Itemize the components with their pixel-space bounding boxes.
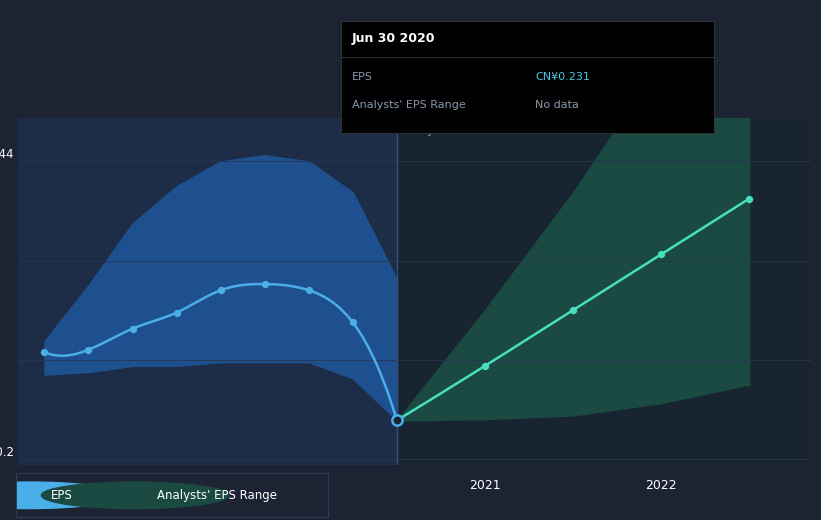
Text: Analysts' EPS Range: Analysts' EPS Range — [352, 100, 466, 110]
Point — [566, 306, 580, 314]
Point — [302, 286, 315, 294]
Point — [390, 416, 403, 424]
Point — [390, 416, 403, 424]
Text: CN¥0.231: CN¥0.231 — [535, 72, 589, 82]
Point — [743, 194, 756, 203]
Point — [38, 348, 51, 356]
Point — [654, 250, 667, 258]
Point — [82, 346, 95, 354]
Text: 2021: 2021 — [469, 479, 501, 492]
Text: EPS: EPS — [51, 489, 72, 502]
Point — [258, 280, 271, 288]
Point — [126, 324, 139, 333]
Circle shape — [41, 482, 228, 509]
Point — [479, 362, 492, 370]
Text: 2022: 2022 — [645, 479, 677, 492]
Text: EPS: EPS — [352, 72, 373, 82]
Bar — [18, 118, 397, 465]
Text: No data: No data — [535, 100, 579, 110]
Text: 2020: 2020 — [293, 479, 324, 492]
Text: Actual: Actual — [356, 123, 393, 136]
Point — [346, 318, 360, 327]
Point — [390, 416, 403, 424]
Text: Jun 30 2020: Jun 30 2020 — [352, 32, 435, 45]
Point — [170, 308, 183, 317]
Text: CN¥0.2: CN¥0.2 — [0, 446, 14, 459]
Text: Analysts Forecasts: Analysts Forecasts — [401, 123, 511, 136]
Text: Analysts' EPS Range: Analysts' EPS Range — [157, 489, 277, 502]
Point — [214, 286, 227, 294]
Bar — [397, 118, 811, 465]
Text: CN¥0.44: CN¥0.44 — [0, 148, 14, 161]
Circle shape — [0, 482, 122, 509]
Text: 2019: 2019 — [117, 479, 149, 492]
